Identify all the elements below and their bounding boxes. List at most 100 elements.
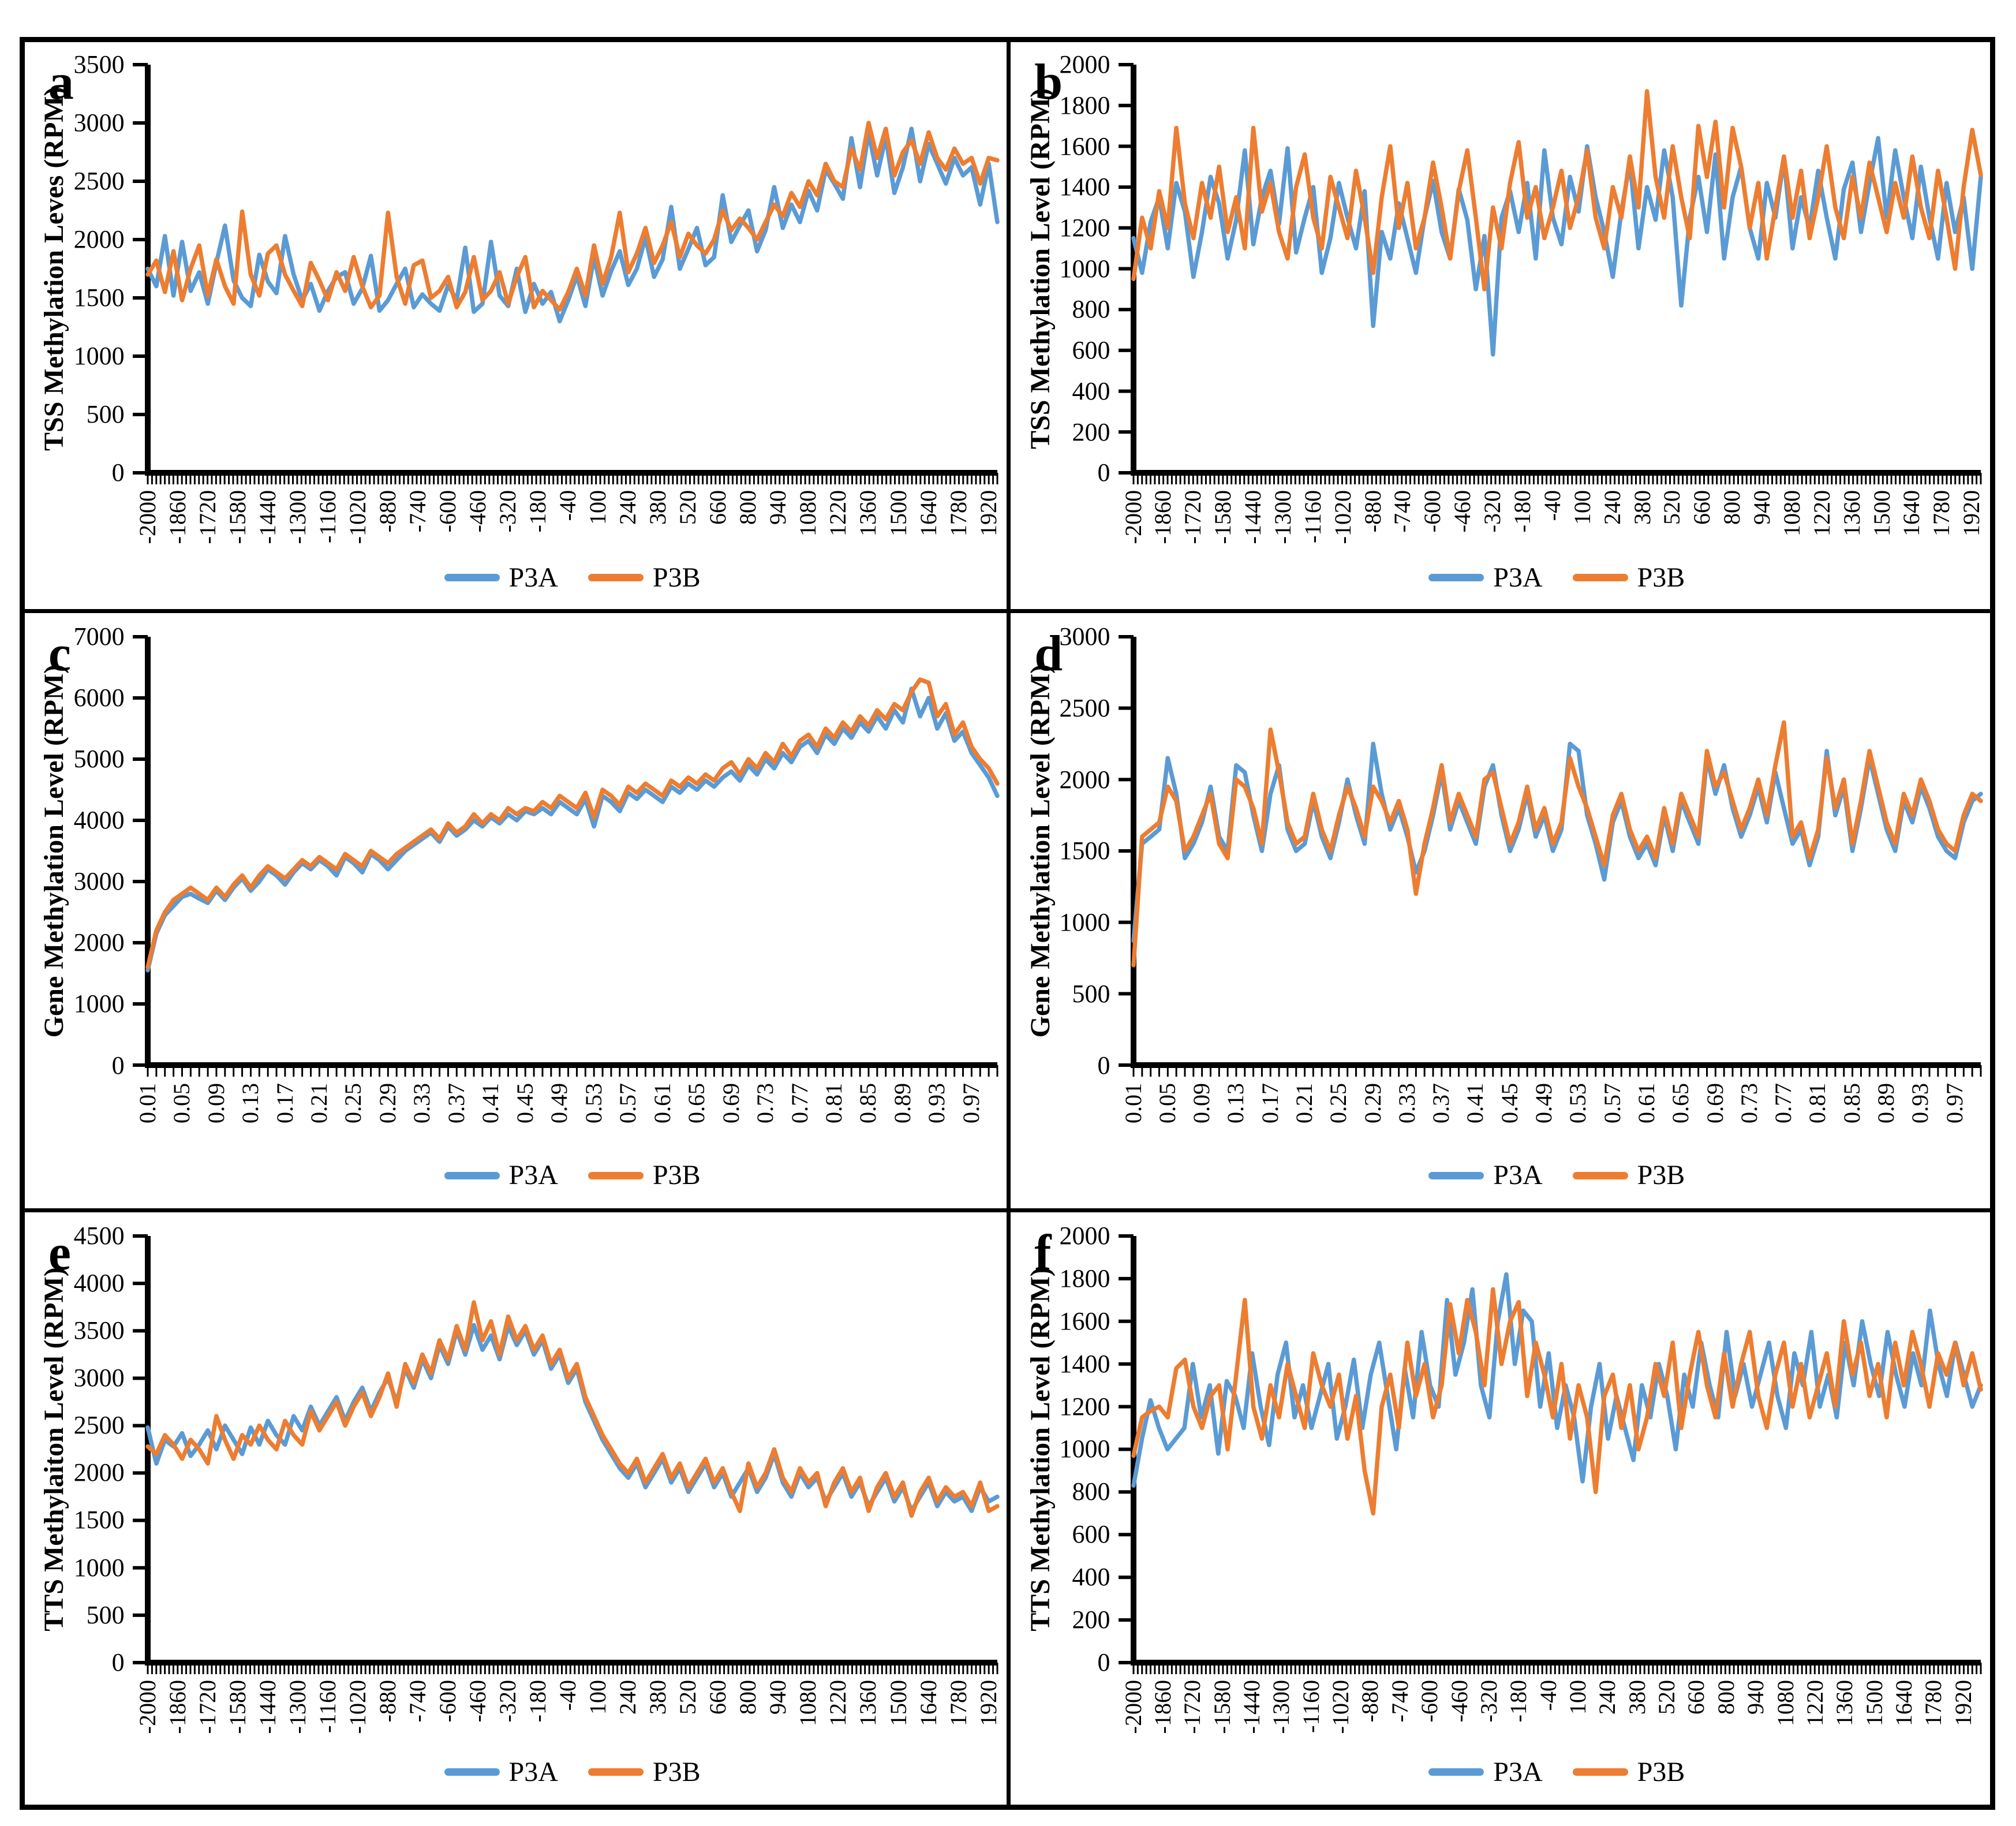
x-tick-label: 660: [705, 1679, 731, 1715]
x-tick-label: 1640: [915, 490, 941, 537]
chart-canvas: [132, 1234, 1000, 1675]
x-tick-label: -1300: [1269, 490, 1296, 544]
y-tick-label: 1000: [73, 342, 125, 371]
x-tick-label: 240: [1594, 1679, 1621, 1715]
x-tick-label: 940: [765, 490, 791, 525]
x-tick-label: 0.57: [615, 1082, 641, 1123]
chart-canvas: [1118, 63, 1983, 485]
y-tick-label: 800: [1072, 295, 1110, 324]
x-tick-label: 1500: [1861, 1679, 1887, 1726]
x-tick-label: 0.41: [477, 1082, 504, 1123]
x-tick-label: 0.53: [1565, 1082, 1591, 1123]
panel-letter: d: [1034, 625, 1063, 682]
x-tick-label: 0.09: [1188, 1082, 1215, 1123]
x-tick-label: 1920: [1958, 490, 1985, 537]
x-tick-label: 1220: [825, 1679, 851, 1726]
x-tick-label: -1440: [254, 490, 280, 544]
x-tick-label: -1720: [1179, 1679, 1206, 1734]
x-tick-label: 240: [615, 1679, 641, 1715]
x-tick-label: -1160: [1297, 1679, 1324, 1733]
legend-label: P3A: [1493, 562, 1543, 593]
y-tick-label: 1000: [73, 1553, 125, 1582]
y-tick-label: 600: [1072, 336, 1110, 365]
x-tick-label: -2000: [134, 1679, 160, 1734]
legend-item-p3a: P3A: [444, 563, 558, 592]
x-tick-label: -1860: [1149, 1679, 1176, 1734]
x-tick-label: 1500: [885, 1679, 911, 1726]
p3b-line-swatch-icon: [1572, 1171, 1628, 1179]
legend-item-p3a: P3A: [444, 1162, 558, 1189]
x-tick-label: 100: [585, 1679, 611, 1715]
x-tick-label: -1160: [314, 1679, 341, 1733]
x-tick-label: -1020: [1327, 1679, 1354, 1734]
series-line-p3a: [1131, 136, 1983, 357]
legend-label: P3B: [1637, 1160, 1685, 1191]
legend-label: P3B: [652, 1160, 701, 1191]
panel-letter: c: [48, 625, 71, 682]
chart-canvas: [1118, 635, 1983, 1077]
x-tick-label: 0.01: [1120, 1082, 1146, 1123]
y-tick-label: 1200: [1059, 1392, 1110, 1421]
x-tick-label: 0.81: [821, 1082, 847, 1123]
series-line-p3b: [1131, 1287, 1983, 1516]
y-tick-label: 2500: [73, 167, 125, 196]
x-tick-label: 940: [1742, 1679, 1769, 1715]
y-tick-label: 500: [86, 1600, 125, 1629]
legend-label: P3A: [508, 1160, 558, 1191]
x-tick-label: -740: [1386, 1679, 1413, 1723]
x-tick-label: 0.73: [1736, 1082, 1762, 1123]
x-tick-label: 0.69: [1701, 1082, 1728, 1123]
series-line-p3b: [1131, 720, 1983, 968]
y-tick-label: 1500: [73, 1506, 125, 1534]
x-tick-label: 1080: [795, 490, 821, 537]
x-tick-label: -460: [1446, 1679, 1472, 1723]
x-tick-label: -1300: [284, 1679, 311, 1734]
y-tick-labels: 0 500 1000 1500 2000 2500 3000: [1011, 624, 1110, 1078]
x-tick-label: -180: [1509, 490, 1535, 533]
x-tick-label: 520: [1659, 490, 1685, 525]
plot-area: [132, 63, 1000, 485]
p3b-line-swatch-icon: [588, 574, 644, 582]
y-tick-label: 1200: [1059, 214, 1110, 242]
legend-item-p3b: P3B: [588, 1162, 701, 1189]
y-tick-label: 2000: [1059, 765, 1110, 794]
y-tick-label: 0: [111, 458, 125, 487]
y-tick-label: 1800: [1059, 1264, 1110, 1293]
series-line-p3a: [145, 126, 1000, 324]
x-tick-label: 660: [1683, 1679, 1710, 1715]
x-tick-label: 1360: [855, 1679, 881, 1726]
y-tick-label: 6000: [73, 684, 125, 712]
y-tick-label: 200: [1072, 417, 1110, 446]
x-tick-label: -1580: [224, 490, 250, 544]
x-tick-label: 520: [1654, 1679, 1680, 1715]
plot-area: [1118, 635, 1983, 1077]
x-tick-label: 0.33: [1393, 1082, 1420, 1123]
legend-label: P3B: [1637, 562, 1685, 593]
x-tick-label: -320: [495, 1679, 521, 1723]
panel-f: f TTS Methylation Level (RPM) 0 200 400 600…: [1011, 1212, 1990, 1805]
y-tick-label: 4500: [73, 1222, 125, 1250]
x-tick-label: -1300: [1268, 1679, 1295, 1734]
x-tick-label: 0.05: [1154, 1082, 1180, 1123]
p3a-line-swatch-icon: [1428, 574, 1484, 582]
x-tick-label: 1080: [795, 1679, 821, 1726]
p3b-line-swatch-icon: [588, 1171, 644, 1179]
x-tick-label: -1860: [1150, 490, 1176, 544]
x-tick-label: 240: [615, 490, 641, 525]
legend-item-p3b: P3B: [588, 1758, 701, 1786]
x-tick-label: 0.13: [237, 1082, 264, 1123]
p3a-line-swatch-icon: [1428, 1768, 1484, 1776]
x-tick-label: 800: [735, 1679, 761, 1715]
y-tick-label: 3000: [73, 1364, 125, 1392]
p3a-line-swatch-icon: [444, 1768, 500, 1776]
legend-item-p3b: P3B: [1572, 562, 1685, 593]
x-tick-label: 0.69: [717, 1082, 744, 1123]
y-tick-label: 3500: [73, 50, 125, 79]
x-tick-label: 0.89: [889, 1082, 915, 1123]
x-tick-label: 0.61: [1633, 1082, 1659, 1123]
x-tick-label: -1440: [254, 1679, 280, 1734]
y-tick-label: 1000: [73, 989, 125, 1018]
x-tick-label: 0.77: [1770, 1082, 1797, 1123]
x-tick-label: 0.01: [134, 1082, 160, 1123]
six-panel-methylation-figure: a TSS Methylation Leves (RPM) 0 500 1000 15…: [20, 37, 1995, 1810]
